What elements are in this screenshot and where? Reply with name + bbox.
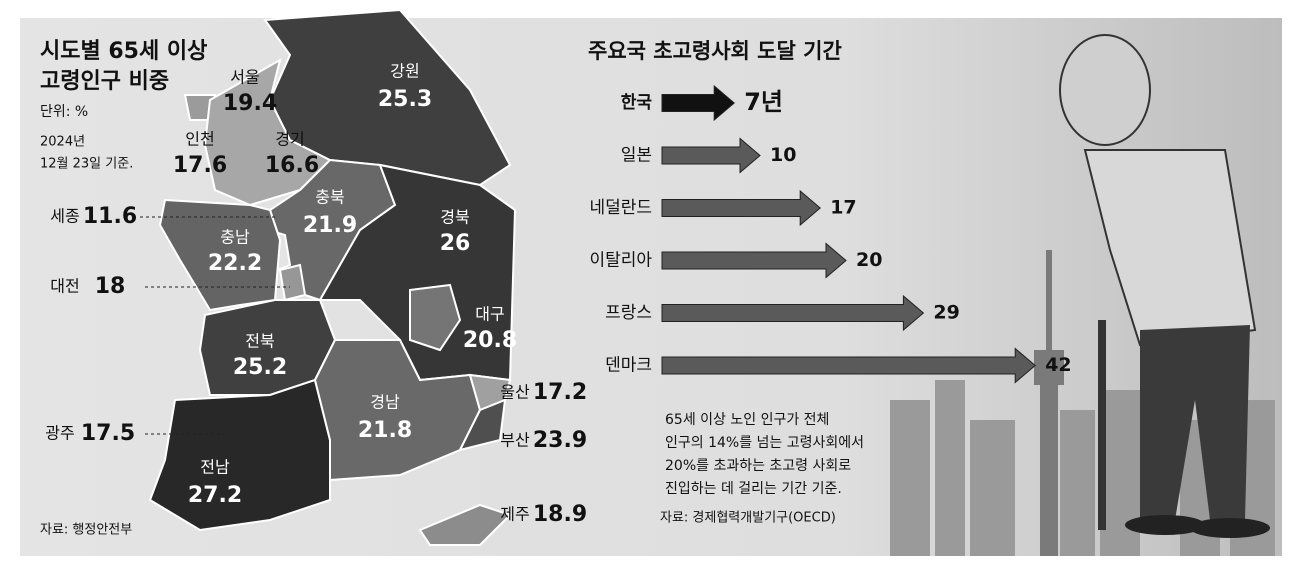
unit: 단위: % bbox=[40, 104, 88, 120]
date-note: 2024년 bbox=[40, 135, 85, 150]
region-name: 경기 bbox=[275, 130, 304, 149]
region-name: 전남 bbox=[200, 458, 230, 477]
region-name: 충남 bbox=[220, 228, 250, 247]
value-label: 7년 bbox=[744, 88, 783, 116]
region-value: 18 bbox=[95, 274, 126, 299]
region-name: 충북 bbox=[315, 188, 344, 207]
map-regions bbox=[148, 8, 517, 546]
region-name: 인천 bbox=[185, 130, 214, 149]
region-name: 광주 bbox=[45, 424, 74, 443]
region-name: 세종 bbox=[50, 207, 79, 226]
bar-arrow bbox=[661, 84, 735, 122]
region-value: 18.9 bbox=[533, 502, 587, 527]
region bbox=[458, 398, 507, 452]
date-note: 12월 23일 기준. bbox=[40, 157, 133, 172]
bar-arrow bbox=[661, 189, 821, 227]
bar-arrow bbox=[661, 242, 847, 279]
value-label: 29 bbox=[933, 302, 959, 324]
region-value: 27.2 bbox=[188, 483, 242, 508]
note: 진입하는 데 걸리는 기간 기준. bbox=[665, 481, 842, 497]
value-label: 42 bbox=[1045, 354, 1071, 376]
region-name: 경남 bbox=[370, 393, 400, 412]
man-illustration bbox=[1059, 34, 1270, 538]
region-value: 25.2 bbox=[233, 355, 287, 380]
country-label: 일본 bbox=[621, 146, 652, 166]
region-value: 22.2 bbox=[208, 251, 262, 276]
bar-arrow bbox=[661, 294, 925, 332]
note: 인구의 14%를 넘는 고령사회에서 bbox=[665, 435, 864, 451]
map-title: 시도별 65세 이상 bbox=[40, 39, 207, 64]
source: 자료: 행정안전부 bbox=[40, 522, 132, 538]
region-value: 21.9 bbox=[303, 213, 357, 238]
bar-arrow bbox=[661, 347, 1036, 384]
region-name: 대구 bbox=[475, 305, 504, 324]
region-name: 부산 bbox=[500, 431, 530, 450]
region bbox=[158, 198, 282, 312]
region-value: 17.2 bbox=[533, 380, 587, 405]
map-title: 고령인구 비중 bbox=[40, 69, 169, 94]
value-label: 20 bbox=[856, 249, 882, 271]
region-name: 울산 bbox=[500, 383, 530, 402]
region-value: 23.9 bbox=[533, 428, 587, 453]
country-label: 이탈리아 bbox=[589, 251, 652, 271]
country-label: 네덜란드 bbox=[589, 198, 652, 218]
region-value: 19.4 bbox=[223, 91, 277, 116]
region-value: 25.3 bbox=[378, 87, 432, 112]
note: 20%를 초과하는 초고령 사회로 bbox=[665, 458, 851, 474]
country-label: 한국 bbox=[621, 93, 653, 113]
region-value: 21.8 bbox=[358, 418, 412, 443]
source: 자료: 경제협력개발기구(OECD) bbox=[660, 511, 836, 526]
country-label: 프랑스 bbox=[605, 303, 652, 323]
region bbox=[409, 283, 462, 352]
region bbox=[148, 378, 331, 532]
bar-title: 주요국 초고령사회 도달 기간 bbox=[588, 39, 842, 63]
region-value: 26 bbox=[440, 231, 471, 256]
note: 65세 이상 노인 인구가 전체 bbox=[665, 412, 829, 428]
region-value: 17.6 bbox=[173, 153, 227, 178]
region-name: 대전 bbox=[50, 277, 79, 296]
region-value: 16.6 bbox=[265, 153, 319, 178]
region bbox=[278, 263, 307, 302]
value-label: 10 bbox=[770, 144, 796, 166]
value-label: 17 bbox=[830, 197, 856, 219]
region bbox=[418, 503, 512, 546]
region-value: 20.8 bbox=[463, 328, 517, 353]
region-value: 11.6 bbox=[83, 204, 137, 229]
region-name: 강원 bbox=[390, 62, 419, 81]
bar-arrow bbox=[661, 137, 761, 174]
region-value: 17.5 bbox=[81, 421, 135, 446]
region-name: 제주 bbox=[500, 505, 529, 524]
country-label: 덴마크 bbox=[605, 356, 652, 376]
map: 서울 19.4 인천 17.6 경기 16.6 강원 25.3 충북 21.9 세종 11.6 충남 22… bbox=[40, 8, 587, 546]
region-name: 서울 bbox=[230, 68, 259, 87]
region-name: 전북 bbox=[245, 332, 274, 351]
region-name: 경북 bbox=[440, 208, 469, 227]
